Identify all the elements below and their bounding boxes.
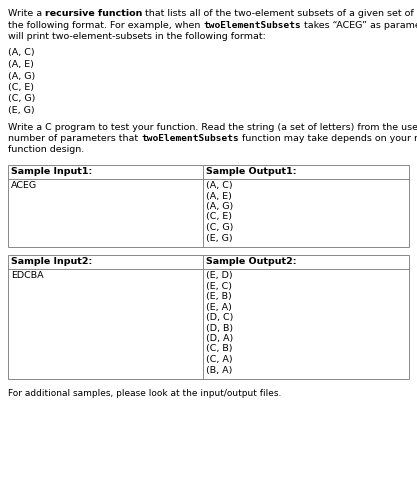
Text: (C, G): (C, G) <box>206 223 234 232</box>
Text: will print two-element-subsets in the following format:: will print two-element-subsets in the fo… <box>8 32 266 41</box>
Text: (E, G): (E, G) <box>8 106 35 115</box>
Text: (D, B): (D, B) <box>206 323 233 333</box>
Text: Sample Input2:: Sample Input2: <box>11 257 92 266</box>
Text: (E, B): (E, B) <box>206 292 232 301</box>
Text: number of parameters that: number of parameters that <box>8 134 141 143</box>
Text: ACEG: ACEG <box>11 181 37 190</box>
Text: Write a C program to test your function. Read the string (a set of letters) from: Write a C program to test your function.… <box>8 122 417 131</box>
Text: Sample Output1:: Sample Output1: <box>206 167 296 176</box>
Text: Sample Input1:: Sample Input1: <box>11 167 92 176</box>
Text: (E, A): (E, A) <box>206 302 232 312</box>
Text: For additional samples, please look at the input/output files.: For additional samples, please look at t… <box>8 389 281 398</box>
Text: (E, G): (E, G) <box>206 234 233 243</box>
Text: (C, G): (C, G) <box>8 95 35 103</box>
Text: (C, B): (C, B) <box>206 344 233 353</box>
Text: (A, E): (A, E) <box>8 60 34 69</box>
Text: that lists all of the two-element subsets of a given set of letters in: that lists all of the two-element subset… <box>143 9 417 18</box>
Text: twoElementSubsets: twoElementSubsets <box>203 21 301 29</box>
Bar <box>8 165 409 247</box>
Text: function design.: function design. <box>8 146 84 154</box>
Text: (A, C): (A, C) <box>206 181 233 190</box>
Text: (D, C): (D, C) <box>206 313 234 322</box>
Text: (E, D): (E, D) <box>206 271 233 280</box>
Text: twoElementSubsets: twoElementSubsets <box>141 134 239 143</box>
Text: (C, E): (C, E) <box>206 213 232 221</box>
Text: (A, C): (A, C) <box>8 49 35 57</box>
Text: Sample Output2:: Sample Output2: <box>206 257 296 266</box>
Text: (E, C): (E, C) <box>206 281 232 291</box>
Text: takes “ACEG” as parameter, it: takes “ACEG” as parameter, it <box>301 21 417 29</box>
Text: Write a: Write a <box>8 9 45 18</box>
Text: recursive function: recursive function <box>45 9 143 18</box>
Text: (B, A): (B, A) <box>206 366 232 374</box>
Bar <box>8 255 409 379</box>
Text: (D, A): (D, A) <box>206 334 233 343</box>
Text: function may take depends on your recursive: function may take depends on your recurs… <box>239 134 417 143</box>
Text: the following format. For example, when: the following format. For example, when <box>8 21 203 29</box>
Text: (A, G): (A, G) <box>8 72 35 80</box>
Text: (A, G): (A, G) <box>206 202 233 211</box>
Text: EDCBA: EDCBA <box>11 271 44 280</box>
Text: (C, A): (C, A) <box>206 355 233 364</box>
Text: (A, E): (A, E) <box>206 192 232 200</box>
Text: (C, E): (C, E) <box>8 83 34 92</box>
